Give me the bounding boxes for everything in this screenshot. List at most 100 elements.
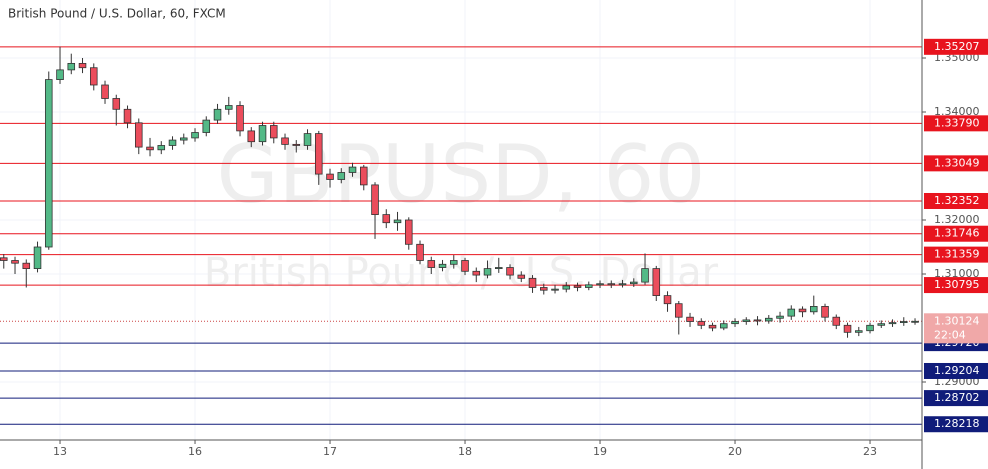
candle-body [281,137,289,145]
y-tick-label: 1.34000 [934,105,980,118]
candle-body [866,324,874,332]
candle-body [146,146,154,151]
candle-body [247,130,256,143]
candle-body [56,69,64,80]
level-label: 1.30795 [934,278,980,291]
candle-body [213,108,222,121]
candle-body [202,119,211,133]
candle-body [731,321,739,325]
level-label: 1.32352 [934,194,980,207]
candle-body [843,324,852,333]
candle-body [742,319,751,322]
candle-body [809,306,818,313]
x-tick-label: 20 [728,445,742,458]
level-label-box [924,38,988,55]
candle-body [899,321,908,324]
candle-body [573,285,582,288]
candle-body [22,262,31,270]
watermark-subtitle: British Pound / U.S. Dollar [204,250,719,296]
candle-body [629,281,638,285]
candle-body [584,284,593,288]
candle-body [427,260,436,268]
x-tick-label: 17 [323,445,337,458]
candle-body [337,172,346,180]
level-label: 1.35207 [934,40,980,53]
candle-body [821,306,829,318]
level-label-box [924,362,988,379]
candle-body [787,308,796,317]
level-label: 1.28218 [934,417,980,430]
candle-body [67,62,76,71]
x-tick-label: 18 [458,445,472,458]
candle-body [326,173,334,180]
candle-body [168,139,177,146]
candle-body [686,316,694,322]
candle-body [236,105,244,132]
candle-body [359,166,368,186]
candle-body [101,84,109,99]
candle-body [224,105,233,110]
chart-title: British Pound / U.S. Dollar, 60, FXCM [8,7,226,21]
candle-body [461,260,469,272]
candle-body [348,166,357,173]
candle-body [0,257,8,261]
candle-body [911,320,919,323]
candle-body [157,145,166,151]
countdown: 22:04 [934,328,966,341]
candle-body [404,219,413,245]
y-tick-label: 1.31000 [934,267,980,280]
candle-body [449,260,458,265]
x-tick-label: 23 [863,445,877,458]
x-tick-label: 19 [593,445,607,458]
candle-body [776,315,784,319]
candle-body [269,125,278,139]
x-tick-label: 13 [53,445,67,458]
candle-body [179,137,188,141]
candle-body [314,133,323,175]
candle-body [494,267,503,270]
candle-body [292,143,301,146]
candle-body [528,277,537,288]
candle-body [112,98,121,110]
level-label-box [924,246,988,263]
candle-body [438,263,447,268]
watermark: GBPUSD, 60 [217,128,706,221]
candle-body [258,125,267,143]
candle-body [854,330,863,333]
candle-body [506,267,514,276]
candle-body [551,288,559,291]
level-label: 1.28702 [934,391,980,404]
level-label-box [924,155,988,172]
candle-body [517,274,526,279]
candle-body [483,268,492,276]
candle-body [798,308,807,313]
candle-body [607,283,616,286]
candle-body [764,317,773,322]
candle-body [134,122,143,148]
level-label-box [924,277,988,294]
candle-body [832,316,841,326]
level-label-box [924,115,988,132]
candle-body [123,108,132,124]
candle-body [11,260,19,264]
candle-body [753,319,762,322]
candle-body [697,321,706,326]
candle-body [303,133,312,146]
candle-body [382,214,391,224]
level-label: 1.33049 [934,156,980,169]
current-price-box [924,313,988,344]
candle-body [641,268,649,283]
candle-body [539,287,548,291]
level-label-box [924,416,988,433]
y-tick-label: 1.32000 [934,213,980,226]
level-label: 1.31359 [934,248,980,261]
candle-body [416,243,424,261]
candle-body [78,62,87,69]
candle-body [618,283,627,286]
current-price-label: 1.30124 [934,314,980,327]
level-label-box [924,390,988,407]
x-tick-label: 16 [188,445,202,458]
